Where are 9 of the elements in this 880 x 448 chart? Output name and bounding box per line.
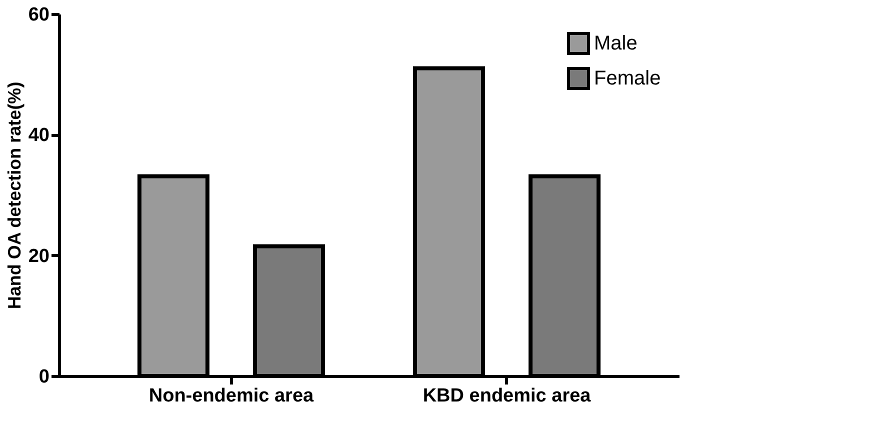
y-tick-label: 0 [38,366,50,388]
y-axis-title: Hand OA detection rate(%) [4,82,24,310]
legend-label: Male [594,32,638,54]
legend-label: Female [594,68,661,90]
y-tick-label: 60 [28,4,50,26]
y-tick-label: 40 [28,125,50,146]
x-tick-label: KBD endemic area [422,386,592,406]
y-tick-label: 20 [28,246,50,267]
x-tick-label: Non-endemic area [148,386,314,406]
